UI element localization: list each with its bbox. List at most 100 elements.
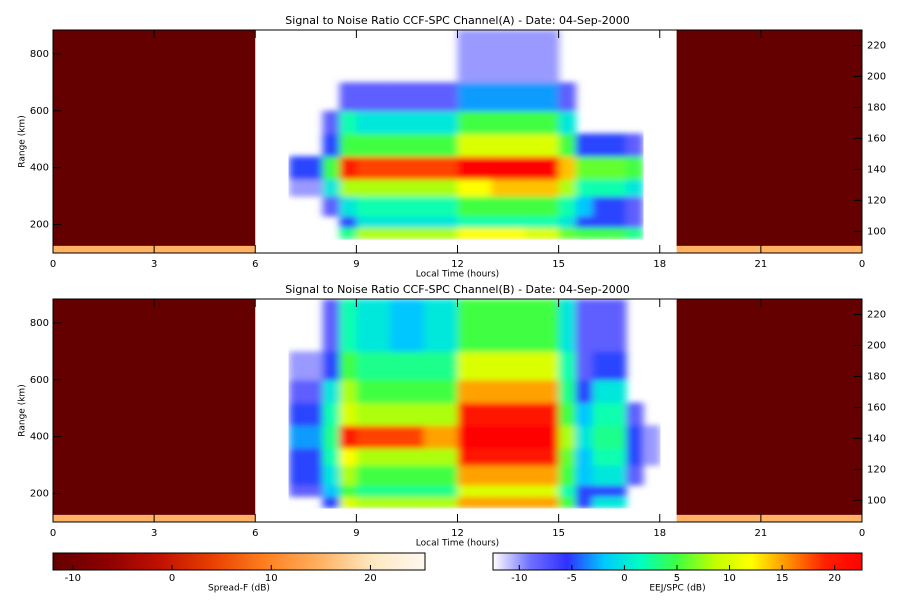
- x-tick-label: 9: [353, 259, 359, 270]
- spread-f-cell: [676, 245, 862, 253]
- snr-cell: [356, 227, 391, 240]
- snr-cell: [524, 82, 560, 112]
- spread-f-cell: [676, 30, 862, 246]
- snr-cell: [491, 82, 526, 112]
- snr-cell: [575, 379, 593, 404]
- snr-cell: [524, 156, 560, 180]
- snr-cell: [339, 379, 357, 404]
- snr-cell: [575, 465, 593, 486]
- snr-cell: [558, 299, 576, 352]
- snr-cell: [457, 379, 492, 404]
- snr-cell: [339, 196, 357, 217]
- snr-cell: [457, 227, 492, 240]
- snr-cell: [575, 227, 593, 240]
- colorbar-tick-label: 10: [723, 573, 736, 584]
- snr-cell: [356, 465, 391, 486]
- snr-cell: [390, 379, 425, 404]
- snr-cell: [491, 227, 526, 240]
- x-tick-label: 3: [151, 259, 157, 270]
- snr-cell: [524, 465, 560, 486]
- colorbar-tick-label: 15: [776, 573, 789, 584]
- x-tick-label: 9: [353, 528, 359, 539]
- snr-cell: [457, 425, 492, 449]
- snr-cell: [575, 179, 593, 197]
- snr-cell: [626, 156, 644, 180]
- snr-cell: [491, 110, 526, 135]
- snr-cell: [558, 216, 576, 228]
- snr-cell: [491, 30, 526, 83]
- snr-cell: [491, 448, 526, 466]
- snr-cell: [339, 299, 357, 352]
- colorbar: [52, 552, 426, 571]
- y2-tick-label: 100: [867, 495, 886, 506]
- x-tick-label: 12: [451, 528, 464, 539]
- snr-cell: [339, 179, 357, 197]
- snr-cell: [457, 133, 492, 157]
- snr-cell: [423, 425, 458, 449]
- snr-cell: [491, 425, 526, 449]
- y-tick-label: 800: [30, 49, 49, 60]
- snr-cell: [626, 216, 644, 228]
- snr-cell: [457, 156, 492, 180]
- snr-cell: [339, 110, 357, 135]
- snr-cell: [575, 299, 593, 352]
- snr-cell: [592, 196, 627, 217]
- snr-cell: [592, 179, 627, 197]
- snr-cell: [626, 196, 644, 217]
- snr-cell: [322, 110, 341, 135]
- snr-cell: [457, 299, 492, 352]
- snr-cell: [423, 496, 458, 509]
- snr-cell: [390, 196, 425, 217]
- snr-cell: [491, 156, 526, 180]
- y-tick-label: 200: [30, 489, 49, 500]
- x-tick-label: 18: [653, 528, 666, 539]
- y2-tick-label: 100: [867, 226, 886, 237]
- snr-cell: [423, 110, 458, 135]
- snr-cell: [592, 402, 627, 426]
- x-tick-label: 21: [755, 259, 768, 270]
- x-axis-label: Local Time (hours): [416, 270, 499, 280]
- snr-cell: [356, 299, 391, 352]
- x-tick-label: 12: [451, 259, 464, 270]
- snr-cell: [524, 496, 560, 509]
- snr-cell: [575, 448, 593, 466]
- snr-cell: [524, 179, 560, 197]
- snr-cell: [423, 216, 458, 228]
- snr-cell: [524, 379, 560, 404]
- snr-cell: [339, 133, 357, 157]
- snr-cell: [423, 82, 458, 112]
- snr-cell: [524, 402, 560, 426]
- snr-cell: [575, 402, 593, 426]
- y2-tick-label: 200: [867, 340, 886, 351]
- snr-cell: [390, 227, 425, 240]
- y2-tick-label: 160: [867, 402, 886, 413]
- snr-cell: [423, 379, 458, 404]
- y-tick-label: 200: [30, 220, 49, 231]
- snr-cell: [390, 179, 425, 197]
- snr-cell: [491, 351, 526, 381]
- snr-cell: [390, 110, 425, 135]
- snr-cell: [390, 133, 425, 157]
- snr-cell: [339, 425, 357, 449]
- snr-cell: [322, 402, 341, 426]
- snr-cell: [356, 156, 391, 180]
- snr-cell: [491, 379, 526, 404]
- snr-cell: [288, 351, 324, 381]
- snr-cell: [592, 156, 627, 180]
- snr-cell: [356, 179, 391, 197]
- snr-cell: [491, 133, 526, 157]
- snr-cell: [322, 496, 341, 509]
- snr-field: [288, 299, 661, 509]
- snr-cell: [339, 496, 357, 509]
- snr-cell: [423, 196, 458, 217]
- snr-cell: [558, 425, 576, 449]
- snr-cell: [288, 156, 324, 180]
- y-axis-label: Range (km): [18, 384, 28, 436]
- snr-cell: [524, 448, 560, 466]
- snr-cell: [339, 402, 357, 426]
- snr-cell: [575, 485, 593, 497]
- snr-cell: [390, 465, 425, 486]
- snr-cell: [457, 82, 492, 112]
- snr-cell: [322, 299, 341, 352]
- snr-cell: [339, 351, 357, 381]
